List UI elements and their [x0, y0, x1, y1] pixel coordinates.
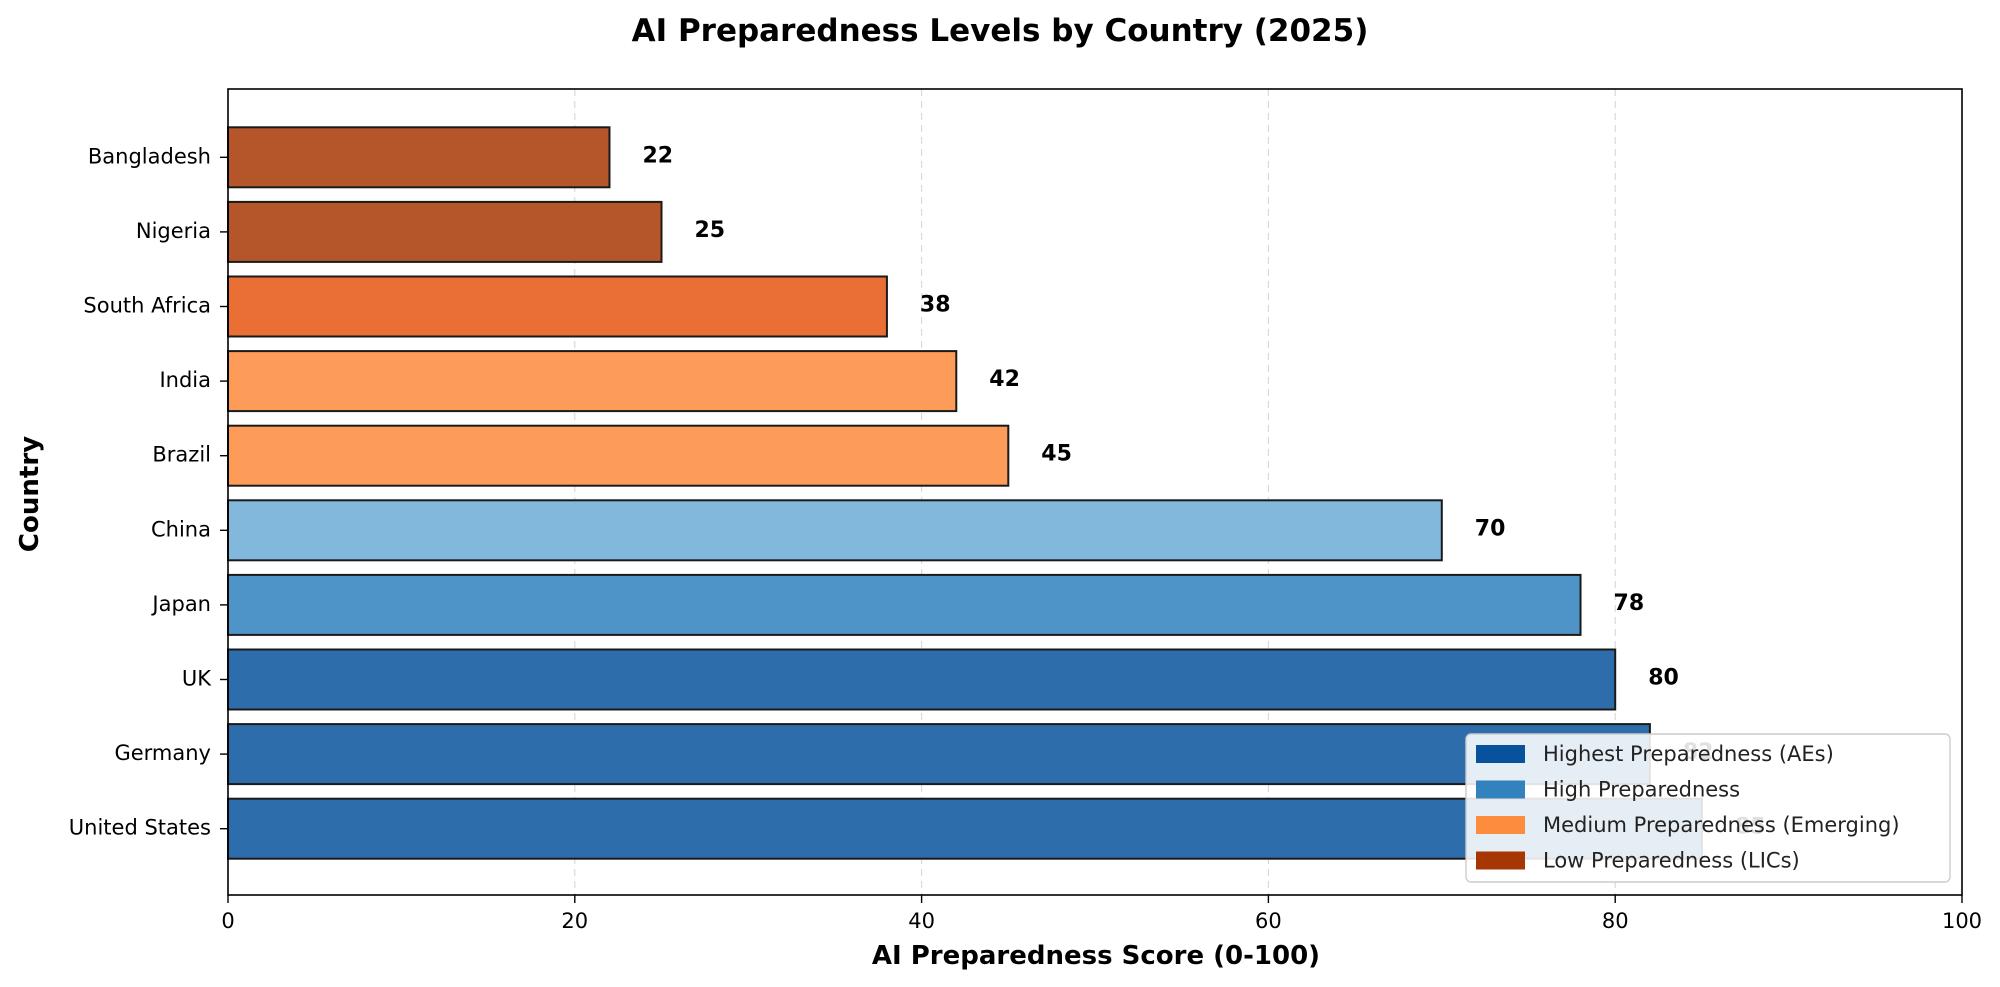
- y-axis-label: Country: [15, 436, 45, 552]
- bar: [227, 648, 1617, 711]
- bar: [227, 723, 1651, 786]
- y-tick-label: United States: [69, 816, 211, 840]
- bar: [227, 200, 663, 263]
- legend-swatch: [1476, 780, 1525, 799]
- data-label: 25: [695, 218, 726, 243]
- bar: [227, 126, 611, 189]
- data-label: 80: [1648, 666, 1679, 691]
- legend-box: [1465, 733, 1951, 883]
- bar: [227, 797, 1703, 860]
- y-tick-label: China: [151, 517, 211, 541]
- legend-label: High Preparedness: [1543, 778, 1740, 802]
- data-label: 45: [1041, 442, 1072, 467]
- y-tick-label: Germany: [114, 741, 211, 765]
- x-tick-label: 100: [1942, 909, 1982, 933]
- data-label: 70: [1475, 516, 1506, 541]
- bar: [227, 499, 1443, 562]
- data-label: 38: [920, 293, 951, 318]
- legend-swatch: [1476, 816, 1525, 834]
- bar: [227, 573, 1582, 636]
- x-tick-label: 80: [1602, 909, 1629, 933]
- plot-frame: [227, 88, 1963, 896]
- bar: [227, 350, 958, 413]
- legend-swatch: [1476, 745, 1525, 763]
- y-tick-label: Japan: [150, 592, 211, 616]
- bar: [227, 275, 888, 338]
- y-tick-label: UK: [182, 667, 212, 691]
- y-tick-label: South Africa: [83, 294, 211, 318]
- bars: [227, 126, 1703, 860]
- x-tick-label: 0: [221, 909, 234, 933]
- x-tick-label: 40: [908, 909, 935, 933]
- data-label: 42: [989, 367, 1020, 392]
- legend-label: Low Preparedness (LICs): [1543, 849, 1800, 873]
- legend-swatch: [1476, 851, 1525, 870]
- bar: [227, 424, 1010, 487]
- data-label: 22: [642, 143, 673, 168]
- data-label: 78: [1614, 591, 1645, 616]
- x-tick-label: 60: [1255, 909, 1282, 933]
- x-tick-label: 20: [561, 909, 588, 933]
- x-ticks: 0 20 40 60 80 100: [221, 895, 1982, 933]
- y-tick-label: India: [159, 368, 211, 392]
- chart-title: AI Preparedness Levels by Country (2025): [632, 13, 1369, 49]
- y-tick-label: Brazil: [152, 443, 211, 467]
- legend: Highest Preparedness (AEs) High Preparedn…: [1465, 733, 1951, 883]
- y-tick-label: Bangladesh: [88, 144, 211, 168]
- legend-label: Highest Preparedness (AEs): [1543, 742, 1834, 766]
- x-axis-label: AI Preparedness Score (0-100): [872, 941, 1320, 971]
- y-ticks: United States Germany UK Japan China Brazil In…: [69, 144, 228, 840]
- legend-label: Medium Preparedness (Emerging): [1543, 813, 1900, 837]
- y-tick-label: Nigeria: [136, 219, 211, 243]
